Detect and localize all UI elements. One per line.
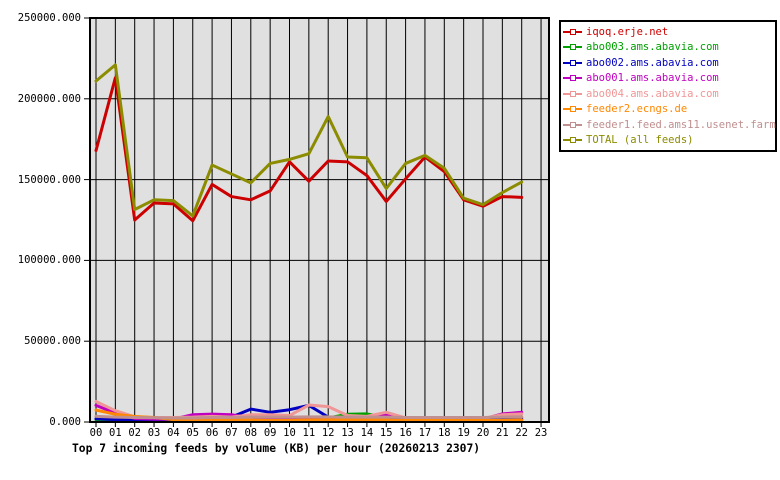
legend-item: feeder2.ecngs.de [561, 102, 775, 118]
legend-item: abo001.ams.abavia.com [561, 71, 775, 87]
legend-item: feeder1.feed.ams11.usenet.farm [561, 117, 776, 133]
x-tick-label: 20 [476, 427, 490, 439]
x-tick-label: 17 [418, 427, 432, 439]
legend-line-sample [563, 75, 582, 82]
legend-square-marker-icon [569, 44, 576, 51]
legend-item: TOTAL (all feeds) [561, 133, 775, 149]
x-tick-label: 15 [379, 427, 393, 439]
chart-title: Top 7 incoming feeds by volume (KB) per … [72, 442, 481, 455]
legend-square-marker-icon [569, 137, 576, 144]
y-tick-label: 200000.000 [17, 92, 81, 105]
x-tick-label: 11 [302, 427, 316, 439]
legend: iqoq.erje.net abo003.ams.abavia.com abo002… [559, 20, 777, 152]
x-tick-label: 01 [109, 427, 122, 439]
legend-item-label: iqoq.erje.net [586, 25, 669, 38]
x-tick-label: 23 [534, 427, 548, 439]
x-tick-label: 06 [205, 427, 219, 439]
legend-line-sample [563, 59, 582, 66]
x-tick-label: 03 [147, 427, 161, 439]
x-tick-label: 14 [360, 427, 374, 439]
y-tick-label: 250000.000 [17, 12, 81, 24]
x-tick-label: 16 [399, 427, 412, 439]
legend-line-sample [563, 106, 582, 113]
x-tick-label: 19 [457, 427, 470, 439]
legend-line-sample [563, 90, 582, 97]
legend-square-marker-icon [569, 121, 576, 128]
legend-line-sample [563, 28, 582, 35]
legend-square-marker-icon [569, 90, 576, 97]
legend-item: abo003.ams.abavia.com [561, 40, 775, 56]
plot-background [90, 18, 549, 422]
legend-item-label: abo004.ams.abavia.com [586, 87, 719, 100]
legend-item: abo004.ams.abavia.com [561, 86, 775, 102]
y-tick-label: 150000.000 [17, 173, 81, 186]
x-tick-label: 05 [186, 427, 200, 439]
x-tick-label: 18 [437, 427, 451, 439]
legend-item-label: feeder2.ecngs.de [586, 103, 688, 116]
legend-line-sample [563, 121, 582, 128]
plot-border [89, 17, 550, 423]
x-tick-label: 22 [515, 427, 529, 439]
legend-item-label: abo002.ams.abavia.com [586, 56, 719, 69]
series-line-feeder1-feed-ams11-usenet-farm [94, 414, 524, 420]
x-tick-label: 02 [128, 427, 142, 439]
legend-line-sample [563, 44, 582, 51]
x-tick-label: 04 [167, 427, 180, 439]
y-tick-label: 50000.000 [24, 335, 81, 348]
legend-square-marker-icon [569, 106, 576, 113]
x-tick-label: 10 [283, 427, 296, 439]
legend-line-sample [563, 137, 582, 144]
legend-square-marker-icon [569, 28, 576, 35]
legend-square-marker-icon [569, 75, 576, 82]
y-tick-label: 100000.000 [17, 254, 81, 267]
legend-item: abo002.ams.abavia.com [561, 55, 775, 71]
legend-square-marker-icon [569, 59, 576, 66]
x-tick-label: 08 [244, 427, 258, 439]
x-tick-label: 21 [496, 427, 509, 439]
x-tick-label: 00 [89, 427, 103, 439]
legend-item-label: TOTAL (all feeds) [586, 134, 694, 147]
legend-item: iqoq.erje.net [561, 24, 775, 40]
x-tick-label: 13 [341, 427, 354, 439]
series-line-total-all-feeds- [94, 63, 524, 218]
legend-item-label: feeder1.feed.ams11.usenet.farm [586, 118, 776, 131]
legend-item-label: abo003.ams.abavia.com [586, 41, 719, 54]
x-tick-label: 12 [321, 427, 335, 439]
x-tick-label: 07 [225, 427, 238, 439]
legend-item-label: abo001.ams.abavia.com [586, 72, 719, 85]
x-tick-label: 09 [263, 427, 277, 439]
y-tick-label: 0.000 [49, 416, 81, 428]
